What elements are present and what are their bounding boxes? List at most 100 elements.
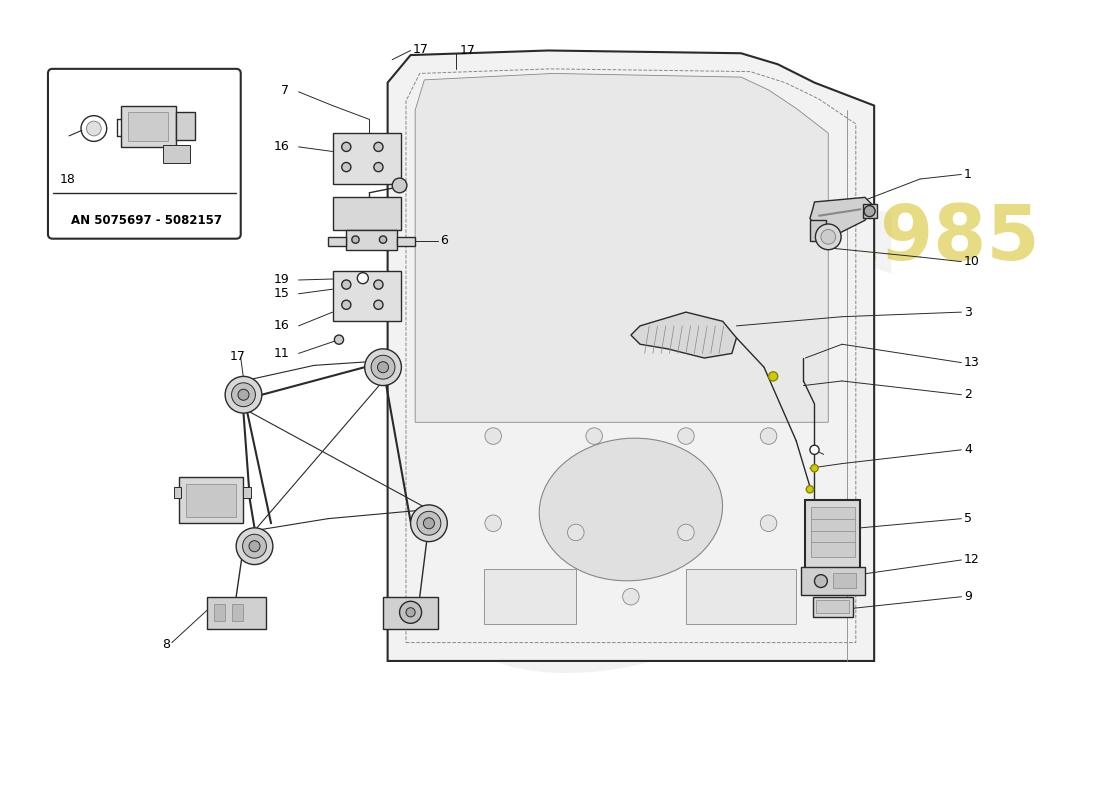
Text: 16: 16 <box>274 140 289 154</box>
Circle shape <box>87 121 101 136</box>
Text: 17: 17 <box>412 43 428 56</box>
Bar <box>332 271 402 322</box>
Bar <box>397 237 415 246</box>
FancyBboxPatch shape <box>48 69 241 238</box>
Circle shape <box>568 524 584 541</box>
Circle shape <box>485 515 502 531</box>
Bar <box>207 597 266 629</box>
Bar <box>864 204 877 218</box>
Bar <box>186 484 236 517</box>
Text: 13: 13 <box>964 356 980 369</box>
Circle shape <box>410 505 448 542</box>
Bar <box>179 478 243 523</box>
Circle shape <box>249 541 260 552</box>
Bar <box>801 567 865 595</box>
Text: 10: 10 <box>964 255 980 268</box>
Text: 9: 9 <box>964 590 972 603</box>
Circle shape <box>399 602 421 623</box>
Bar <box>121 106 176 147</box>
Circle shape <box>81 116 107 142</box>
Circle shape <box>377 362 388 373</box>
Circle shape <box>485 589 502 605</box>
Text: 5: 5 <box>964 512 972 525</box>
Bar <box>813 597 852 617</box>
Text: AN 5075697 - 5082157: AN 5075697 - 5082157 <box>70 214 222 227</box>
Bar <box>243 486 251 498</box>
Circle shape <box>379 236 387 243</box>
Circle shape <box>232 383 255 406</box>
Circle shape <box>374 162 383 172</box>
Bar <box>214 604 225 621</box>
Text: 3: 3 <box>964 306 972 318</box>
Text: 11: 11 <box>274 347 289 360</box>
Text: 15: 15 <box>274 287 289 300</box>
Bar <box>128 112 168 142</box>
Circle shape <box>760 589 777 605</box>
Bar <box>332 133 402 184</box>
Circle shape <box>342 142 351 151</box>
Polygon shape <box>810 198 875 234</box>
Circle shape <box>374 142 383 151</box>
Text: 18: 18 <box>59 173 76 186</box>
Circle shape <box>243 534 266 558</box>
Bar <box>163 145 190 163</box>
Circle shape <box>678 524 694 541</box>
Circle shape <box>417 511 441 535</box>
Text: 4: 4 <box>964 443 972 456</box>
Circle shape <box>371 355 395 379</box>
Circle shape <box>865 206 876 217</box>
Circle shape <box>815 224 842 250</box>
Circle shape <box>760 428 777 444</box>
Bar <box>328 237 346 246</box>
Circle shape <box>424 518 434 529</box>
Polygon shape <box>415 74 828 422</box>
Text: 19: 19 <box>274 274 289 286</box>
Circle shape <box>806 486 814 493</box>
Text: 2: 2 <box>964 388 972 402</box>
Circle shape <box>374 280 383 289</box>
Circle shape <box>811 465 818 472</box>
Circle shape <box>342 162 351 172</box>
Bar <box>686 569 796 624</box>
Bar <box>833 573 856 587</box>
Ellipse shape <box>539 438 723 581</box>
Text: 1: 1 <box>964 168 972 181</box>
Bar <box>176 112 195 139</box>
Bar <box>805 500 860 569</box>
Text: 1985: 1985 <box>827 202 1041 276</box>
Circle shape <box>226 376 262 413</box>
Text: e: e <box>393 298 723 767</box>
Bar <box>346 230 397 250</box>
Circle shape <box>358 273 368 284</box>
Circle shape <box>678 428 694 444</box>
Bar <box>332 198 402 230</box>
Circle shape <box>365 349 402 386</box>
Circle shape <box>623 589 639 605</box>
Circle shape <box>821 230 836 244</box>
Bar <box>383 597 438 629</box>
Text: 7: 7 <box>282 84 289 98</box>
Text: u: u <box>559 109 777 406</box>
Circle shape <box>342 300 351 310</box>
Bar <box>810 220 826 241</box>
Circle shape <box>769 372 778 381</box>
Text: 12: 12 <box>964 554 980 566</box>
Circle shape <box>352 236 360 243</box>
Text: 16: 16 <box>274 319 289 332</box>
Circle shape <box>238 390 249 400</box>
Bar <box>811 506 855 558</box>
Circle shape <box>760 515 777 531</box>
Circle shape <box>236 528 273 565</box>
Circle shape <box>406 608 415 617</box>
Text: a passion for parts since 1985: a passion for parts since 1985 <box>412 471 739 594</box>
Bar <box>484 569 575 624</box>
Text: 6: 6 <box>440 234 448 247</box>
Text: 17: 17 <box>459 44 475 57</box>
Polygon shape <box>387 50 874 661</box>
Circle shape <box>485 428 502 444</box>
Bar <box>816 600 849 614</box>
Text: 17: 17 <box>230 350 246 362</box>
Polygon shape <box>631 312 737 358</box>
Circle shape <box>334 335 343 344</box>
Circle shape <box>393 178 407 193</box>
